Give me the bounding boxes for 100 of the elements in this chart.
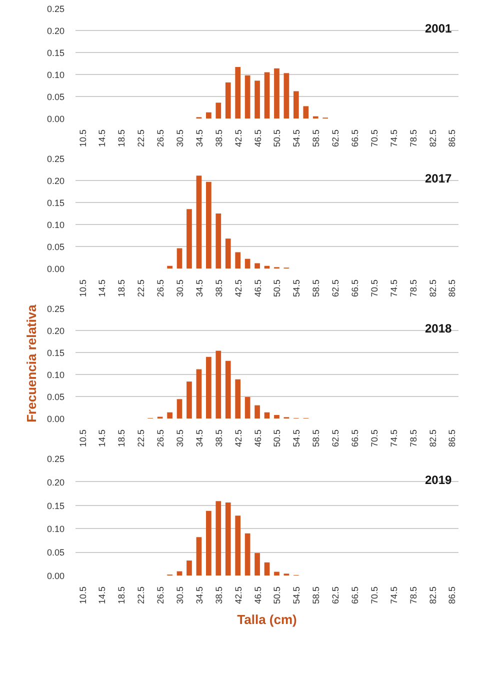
x-tick-label: 86.5 <box>447 586 458 604</box>
bar <box>225 360 231 418</box>
bar <box>206 112 212 118</box>
bar <box>284 73 290 118</box>
x-tick-label: 54.5 <box>292 586 302 604</box>
bar <box>235 379 241 418</box>
x-tick-label: 42.5 <box>233 129 244 148</box>
x-tick-label: 30.5 <box>175 279 186 298</box>
x-tick-label: 30.5 <box>175 586 186 604</box>
x-tick-label: 26.5 <box>156 279 166 298</box>
bar <box>254 263 260 268</box>
x-tick-label: 66.5 <box>350 429 360 448</box>
annotation: 2018 <box>425 322 452 336</box>
y-tick-label: 0.20 <box>46 26 65 36</box>
x-tick-label: 30.5 <box>175 129 186 148</box>
x-tick-label: 62.5 <box>330 129 341 148</box>
x-tick-label: 10.5 <box>78 586 88 604</box>
x-tick-label: 50.5 <box>272 586 282 604</box>
x-tick-label: 22.5 <box>136 586 146 604</box>
bar <box>176 248 182 268</box>
y-tick-label: 0.05 <box>46 392 65 402</box>
x-tick-label: 22.5 <box>136 279 146 298</box>
x-tick-label: 62.5 <box>330 429 341 448</box>
y-tick-label: 0.15 <box>46 500 65 511</box>
y-tick-label: 0.05 <box>46 548 65 558</box>
bar <box>293 91 299 118</box>
bar <box>244 75 250 118</box>
x-tick-label: 54.5 <box>292 279 302 298</box>
y-tick-label: 0.00 <box>46 571 65 581</box>
bar <box>216 501 222 576</box>
x-tick-label: 50.5 <box>272 129 282 148</box>
y-tick-label: 0.25 <box>46 4 65 14</box>
bar <box>216 350 222 418</box>
x-tick-label: 58.5 <box>311 586 322 604</box>
x-tick-label: 58.5 <box>311 129 322 148</box>
x-tick-label: 42.5 <box>233 586 244 604</box>
y-tick-label: 0.15 <box>46 48 65 58</box>
bar <box>186 560 192 576</box>
x-tick-label: 66.5 <box>350 586 360 604</box>
x-tick-label: 58.5 <box>311 429 322 448</box>
bar <box>206 510 212 576</box>
x-tick-label: 50.5 <box>272 429 282 448</box>
y-axis-title: Frecuencia relativa <box>24 304 39 422</box>
y-tick-label: 0.25 <box>46 304 65 314</box>
bar <box>274 414 280 418</box>
bar <box>235 252 241 268</box>
bar <box>196 537 202 576</box>
bar <box>206 356 212 418</box>
x-axis-title: Talla (cm) <box>237 612 297 628</box>
bar <box>186 382 192 418</box>
x-tick-label: 22.5 <box>136 429 146 448</box>
bar <box>264 72 270 118</box>
y-tick-label: 0.20 <box>46 477 65 488</box>
y-tick-label: 0.15 <box>46 198 65 208</box>
x-tick-label: 34.5 <box>194 129 204 148</box>
x-tick-label: 42.5 <box>233 279 244 298</box>
y-tick-label: 0.15 <box>46 348 65 358</box>
x-tick-label: 26.5 <box>156 586 166 604</box>
bar <box>167 266 172 268</box>
x-tick-label: 70.5 <box>369 429 380 448</box>
bar <box>206 182 212 268</box>
x-tick-label: 78.5 <box>408 129 418 148</box>
x-tick-label: 42.5 <box>233 429 244 448</box>
y-tick-label: 0.00 <box>46 264 65 274</box>
bar <box>225 502 231 576</box>
y-tick-label: 0.00 <box>46 114 65 124</box>
bar <box>254 405 260 418</box>
x-tick-label: 78.5 <box>408 429 418 448</box>
bar <box>303 106 309 118</box>
y-tick-label: 0.10 <box>46 524 65 534</box>
bar <box>244 258 250 268</box>
annotation: 2017 <box>425 172 452 186</box>
x-tick-label: 34.5 <box>194 279 204 298</box>
x-tick-label: 66.5 <box>350 279 360 298</box>
x-tick-label: 34.5 <box>194 429 204 448</box>
x-tick-label: 14.5 <box>97 279 108 298</box>
bar <box>274 572 280 576</box>
bar <box>235 67 241 118</box>
x-tick-label: 46.5 <box>252 586 263 604</box>
x-tick-label: 46.5 <box>252 279 263 298</box>
y-tick-label: 0.25 <box>46 154 65 164</box>
x-tick-label: 86.5 <box>447 429 458 448</box>
x-tick-label: 70.5 <box>369 586 380 604</box>
bar <box>244 396 250 418</box>
bar <box>254 80 260 118</box>
x-tick-label: 22.5 <box>136 129 146 148</box>
x-tick-label: 82.5 <box>428 586 438 604</box>
x-tick-label: 78.5 <box>408 279 418 298</box>
x-tick-label: 10.5 <box>78 429 88 448</box>
x-tick-label: 38.5 <box>214 129 224 148</box>
annotation: 2019 <box>425 473 452 488</box>
x-tick-label: 62.5 <box>330 586 341 604</box>
x-tick-label: 74.5 <box>388 586 399 604</box>
x-tick-label: 70.5 <box>369 129 380 148</box>
x-tick-label: 14.5 <box>97 586 108 604</box>
x-tick-label: 86.5 <box>447 129 458 148</box>
x-tick-label: 14.5 <box>97 429 108 448</box>
x-tick-label: 66.5 <box>350 129 360 148</box>
bar <box>235 516 241 576</box>
x-tick-label: 38.5 <box>214 586 224 604</box>
